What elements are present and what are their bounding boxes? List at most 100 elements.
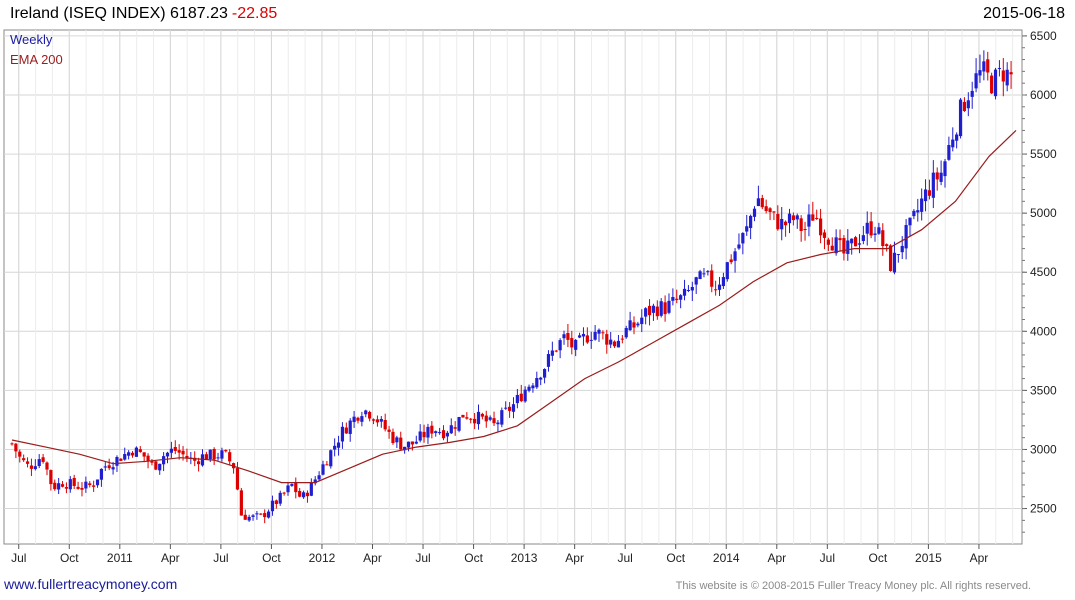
candle-body bbox=[970, 90, 974, 97]
candle-body bbox=[321, 464, 325, 475]
candle-body bbox=[220, 450, 224, 459]
y-tick-label: 4000 bbox=[1030, 324, 1057, 338]
candle-body bbox=[309, 482, 313, 496]
candle-body bbox=[422, 431, 426, 438]
candle-body bbox=[978, 70, 982, 76]
candle-body bbox=[601, 332, 605, 334]
candle-body bbox=[822, 232, 827, 238]
x-tick-label: Apr bbox=[363, 551, 382, 565]
x-tick-label: Oct bbox=[869, 551, 888, 565]
candle-body bbox=[885, 244, 889, 247]
candle-body bbox=[317, 475, 321, 480]
candle-body bbox=[675, 298, 679, 300]
candle-body bbox=[566, 332, 570, 340]
candle-body bbox=[869, 221, 873, 236]
candle-body bbox=[196, 461, 201, 465]
candle-body bbox=[445, 432, 449, 437]
candle-body bbox=[908, 217, 912, 226]
candle-body bbox=[803, 229, 807, 231]
candle-body bbox=[710, 270, 714, 287]
candle-body bbox=[57, 483, 61, 490]
candle-body bbox=[504, 407, 508, 409]
candle-body bbox=[807, 214, 811, 227]
y-tick-label: 2500 bbox=[1030, 502, 1057, 516]
candle-body bbox=[861, 235, 865, 242]
candle-body bbox=[438, 432, 442, 434]
candle-body bbox=[826, 239, 830, 245]
candle-body bbox=[609, 339, 613, 345]
candle-body bbox=[974, 73, 978, 89]
candle-body bbox=[706, 271, 710, 273]
candle-body bbox=[931, 172, 935, 198]
candle-body bbox=[154, 461, 158, 470]
x-tick-label: Apr bbox=[767, 551, 786, 565]
y-tick-label: 6000 bbox=[1030, 88, 1057, 102]
candle-body bbox=[764, 206, 768, 212]
candle-body bbox=[430, 425, 434, 434]
candle-body bbox=[916, 210, 920, 213]
candle-body bbox=[962, 101, 967, 111]
price-change: -22.85 bbox=[231, 5, 278, 22]
candle-body bbox=[235, 468, 240, 490]
candle-body bbox=[162, 456, 166, 465]
candle-body bbox=[888, 245, 893, 271]
candle-body bbox=[441, 430, 446, 439]
x-tick-label: 2014 bbox=[713, 551, 740, 565]
candle-body bbox=[344, 427, 348, 434]
candle-body bbox=[574, 339, 578, 350]
ema-200-line bbox=[11, 129, 1017, 484]
candle-body bbox=[399, 437, 403, 450]
candle-body bbox=[597, 329, 601, 334]
candle-body bbox=[550, 350, 554, 356]
chart-title: Ireland (ISEQ INDEX) 6187.23 -22.85 bbox=[10, 5, 277, 23]
candle-body bbox=[364, 410, 368, 415]
candle-body bbox=[134, 447, 138, 457]
candle-body bbox=[270, 500, 275, 512]
candle-body bbox=[107, 465, 111, 469]
legend-weekly: Weekly bbox=[10, 32, 53, 47]
candle-body bbox=[263, 513, 267, 518]
candle-body bbox=[515, 394, 519, 404]
candle-body bbox=[72, 477, 76, 486]
candle-body bbox=[733, 251, 737, 261]
candle-body bbox=[18, 451, 22, 457]
candle-body bbox=[842, 238, 846, 254]
candle-body bbox=[60, 484, 65, 487]
candle-body bbox=[784, 221, 788, 226]
candle-body bbox=[1009, 72, 1013, 75]
candle-body bbox=[484, 415, 488, 422]
candle-body bbox=[873, 233, 877, 235]
candle-body bbox=[418, 431, 422, 441]
candle-body bbox=[519, 393, 523, 402]
candle-body bbox=[838, 238, 842, 241]
candle-body bbox=[406, 441, 411, 448]
candle-body bbox=[620, 338, 624, 340]
candle-body bbox=[208, 449, 212, 460]
candle-body bbox=[628, 320, 632, 331]
x-tick-label: 2015 bbox=[915, 551, 942, 565]
candle-body bbox=[204, 454, 208, 460]
candle-body bbox=[539, 377, 543, 380]
candle-body bbox=[721, 277, 726, 287]
site-link[interactable]: www.fullertreacymoney.com bbox=[4, 576, 178, 592]
candle-body bbox=[329, 450, 333, 467]
candle-body bbox=[298, 490, 302, 497]
candle-body bbox=[45, 462, 49, 470]
candle-body bbox=[410, 441, 415, 445]
candle-body bbox=[846, 240, 850, 254]
candle-body bbox=[714, 289, 718, 291]
candle-body bbox=[286, 485, 290, 493]
candle-body bbox=[570, 338, 574, 348]
y-tick-label: 5000 bbox=[1030, 206, 1057, 220]
candle-body bbox=[877, 227, 881, 234]
candle-body bbox=[900, 245, 904, 253]
candle-body bbox=[274, 500, 278, 505]
candle-body bbox=[811, 214, 815, 221]
copyright-notice: This website is © 2008-2015 Fuller Treac… bbox=[675, 580, 1031, 592]
candle-body bbox=[624, 328, 628, 338]
candle-body bbox=[698, 271, 702, 280]
candle-body bbox=[49, 470, 53, 485]
candle-body bbox=[80, 487, 84, 490]
candle-body bbox=[243, 514, 247, 520]
